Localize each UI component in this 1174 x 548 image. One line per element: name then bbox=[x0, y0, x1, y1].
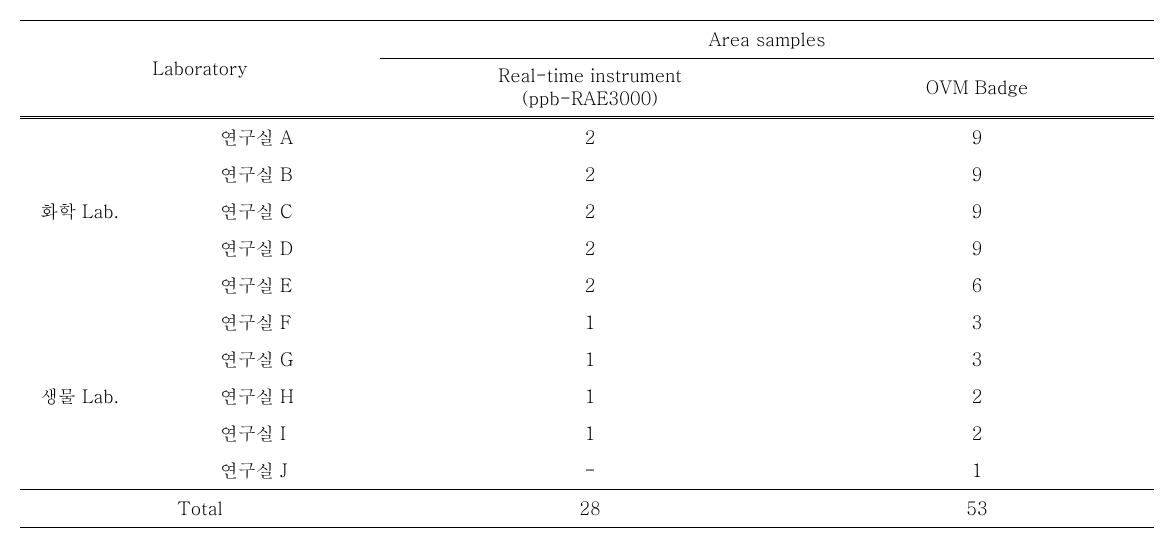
table-body: 연구실 A29연구실 B29화학 Lab.연구실 C29연구실 D29연구실 E… bbox=[20, 118, 1154, 490]
header-realtime: Real-time instrument (ppb-RAE3000) bbox=[380, 59, 800, 118]
table-row: 연구실 F13 bbox=[20, 304, 1154, 341]
ovm-value: 2 bbox=[800, 378, 1154, 415]
lab-name: 연구실 B bbox=[190, 156, 380, 193]
table-header: Laboratory Area samples Real-time instru… bbox=[20, 21, 1154, 118]
ovm-value: 9 bbox=[800, 230, 1154, 267]
header-realtime-line1: Real-time instrument bbox=[498, 63, 682, 88]
realtime-value: - bbox=[380, 452, 800, 490]
table-row: 연구실 D29 bbox=[20, 230, 1154, 267]
lab-name: 연구실 H bbox=[190, 378, 380, 415]
lab-name: 연구실 F bbox=[190, 304, 380, 341]
ovm-value: 3 bbox=[800, 304, 1154, 341]
group-cell bbox=[20, 415, 190, 452]
lab-name: 연구실 C bbox=[190, 193, 380, 230]
header-area-samples: Area samples bbox=[380, 21, 1154, 59]
realtime-value: 2 bbox=[380, 118, 800, 157]
group-cell: 화학 Lab. bbox=[20, 193, 190, 230]
header-laboratory: Laboratory bbox=[20, 21, 380, 118]
realtime-value: 2 bbox=[380, 156, 800, 193]
realtime-value: 2 bbox=[380, 193, 800, 230]
table-row: 연구실 I12 bbox=[20, 415, 1154, 452]
table-row: 연구실 J-1 bbox=[20, 452, 1154, 490]
ovm-value: 2 bbox=[800, 415, 1154, 452]
lab-name: 연구실 J bbox=[190, 452, 380, 490]
lab-name: 연구실 E bbox=[190, 267, 380, 304]
table-row: 연구실 E26 bbox=[20, 267, 1154, 304]
table-footer: Total 28 53 bbox=[20, 490, 1154, 528]
table-row: 화학 Lab.연구실 C29 bbox=[20, 193, 1154, 230]
group-cell bbox=[20, 118, 190, 157]
lab-name: 연구실 D bbox=[190, 230, 380, 267]
group-cell bbox=[20, 267, 190, 304]
realtime-value: 1 bbox=[380, 378, 800, 415]
total-label: Total bbox=[20, 490, 380, 528]
total-ovm: 53 bbox=[800, 490, 1154, 528]
group-cell bbox=[20, 341, 190, 378]
realtime-value: 2 bbox=[380, 230, 800, 267]
table-row: 생물 Lab.연구실 H12 bbox=[20, 378, 1154, 415]
table-row: 연구실 G13 bbox=[20, 341, 1154, 378]
header-ovm: OVM Badge bbox=[800, 59, 1154, 118]
realtime-value: 1 bbox=[380, 304, 800, 341]
ovm-value: 9 bbox=[800, 118, 1154, 157]
group-cell bbox=[20, 230, 190, 267]
group-cell: 생물 Lab. bbox=[20, 378, 190, 415]
group-cell bbox=[20, 156, 190, 193]
table-row: 연구실 B29 bbox=[20, 156, 1154, 193]
lab-name: 연구실 I bbox=[190, 415, 380, 452]
group-cell bbox=[20, 452, 190, 490]
lab-name: 연구실 G bbox=[190, 341, 380, 378]
lab-name: 연구실 A bbox=[190, 118, 380, 157]
realtime-value: 1 bbox=[380, 341, 800, 378]
ovm-value: 9 bbox=[800, 156, 1154, 193]
ovm-value: 1 bbox=[800, 452, 1154, 490]
total-realtime: 28 bbox=[380, 490, 800, 528]
realtime-value: 1 bbox=[380, 415, 800, 452]
samples-table: Laboratory Area samples Real-time instru… bbox=[20, 20, 1154, 528]
ovm-value: 6 bbox=[800, 267, 1154, 304]
realtime-value: 2 bbox=[380, 267, 800, 304]
table-row: 연구실 A29 bbox=[20, 118, 1154, 157]
ovm-value: 9 bbox=[800, 193, 1154, 230]
group-cell bbox=[20, 304, 190, 341]
header-realtime-line2: (ppb-RAE3000) bbox=[522, 86, 658, 111]
ovm-value: 3 bbox=[800, 341, 1154, 378]
